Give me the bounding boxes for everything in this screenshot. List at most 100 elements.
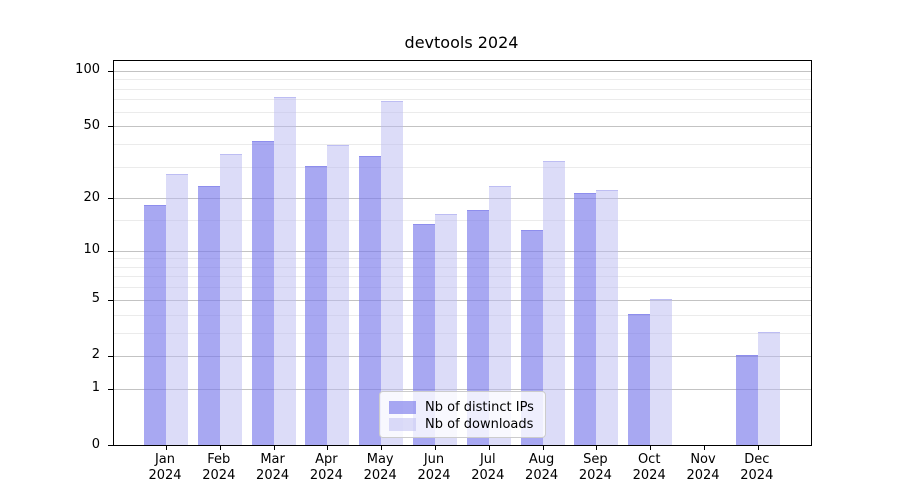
x-tick-label-line: 2024 <box>471 468 505 483</box>
bar-nb-of-distinct-ips-oct <box>628 313 651 445</box>
y-tick-label: 10 <box>83 242 100 258</box>
x-tick-label-line: 2024 <box>632 468 666 483</box>
x-tick-label-line: 2024 <box>525 468 559 483</box>
y-tick-mark <box>108 355 113 357</box>
bar-nb-of-distinct-ips-jan <box>144 205 166 445</box>
legend-label-downloads: Nb of downloads <box>425 417 534 432</box>
x-tick-label-line: 2024 <box>686 468 720 483</box>
gridline-major <box>114 198 811 200</box>
x-tick-label: Aug 2024 <box>510 452 574 484</box>
x-tick-mark <box>650 446 652 450</box>
y-tick-label: 100 <box>75 62 100 78</box>
x-tick-label: Dec 2024 <box>725 452 789 484</box>
y-tick-mark <box>108 250 113 252</box>
gridline-major <box>114 70 811 72</box>
gridline-minor <box>114 79 811 81</box>
legend-swatch-distinct-ips <box>389 401 416 414</box>
bar-nb-of-distinct-ips-sep <box>574 193 597 445</box>
x-tick-mark <box>488 446 490 450</box>
y-tick-label: 20 <box>83 189 100 205</box>
gridline-minor <box>114 143 811 145</box>
chart-title: devtools 2024 <box>404 33 519 52</box>
bar-nb-of-downloads-apr <box>327 144 350 445</box>
x-tick-label-line: Jun <box>423 452 445 467</box>
x-tick-mark <box>327 446 329 450</box>
y-tick-mark <box>108 445 113 446</box>
x-tick-label-line: Oct <box>637 452 661 467</box>
bar-nb-of-downloads-dec <box>757 331 780 445</box>
bar-nb-of-downloads-feb <box>219 153 242 445</box>
x-tick-label-line: 2024 <box>578 468 612 483</box>
x-tick-mark <box>166 446 167 450</box>
x-tick-label-line: 2024 <box>309 468 343 483</box>
bar-nb-of-distinct-ips-jun <box>413 224 435 445</box>
bar-nb-of-distinct-ips-feb <box>197 186 220 445</box>
y-tick-mark <box>108 388 113 390</box>
legend: Nb of distinct IPs Nb of downloads <box>379 391 546 438</box>
x-tick-mark <box>435 446 436 450</box>
bar-nb-of-downloads-oct <box>650 298 673 445</box>
x-tick-label-line: Apr <box>315 452 338 467</box>
x-tick-label-line: 2024 <box>740 468 774 483</box>
y-tick-mark <box>108 70 113 72</box>
bar-nb-of-downloads-may <box>381 100 404 445</box>
gridline-minor <box>114 220 811 222</box>
x-tick-label: Sep 2024 <box>563 452 627 484</box>
gridline-minor <box>114 258 811 260</box>
x-tick-label-line: Dec <box>744 452 770 467</box>
bar-nb-of-downloads-jul <box>488 186 511 445</box>
y-tick-mark <box>108 299 113 301</box>
gridline-minor <box>114 287 811 289</box>
x-tick-label: Apr 2024 <box>294 452 358 484</box>
x-tick-mark <box>704 446 705 450</box>
gridline-major <box>114 299 811 301</box>
legend-item-distinct-ips: Nb of distinct IPs <box>389 399 537 416</box>
x-tick-label: Jul 2024 <box>456 452 520 484</box>
y-tick-mark <box>108 126 113 128</box>
gridline-minor <box>114 99 811 101</box>
x-tick-label: Feb 2024 <box>187 452 251 484</box>
x-tick-label: Nov 2024 <box>671 452 735 484</box>
gridline-minor <box>114 276 811 278</box>
gridline-minor <box>114 314 811 316</box>
gridline-major <box>114 250 811 252</box>
gridline-minor <box>114 332 811 334</box>
bar-nb-of-distinct-ips-mar <box>251 141 274 445</box>
gridline-minor <box>114 88 811 90</box>
bar-nb-of-downloads-mar <box>273 97 296 445</box>
x-tick-label-line: May <box>366 452 394 467</box>
x-tick-label-line: 2024 <box>363 468 397 483</box>
x-tick-label-line: Jul <box>479 452 496 467</box>
x-tick-label-line: Jan <box>154 452 176 467</box>
y-tick-label: 0 <box>91 436 100 452</box>
x-tick-mark <box>273 446 275 450</box>
gridline-minor <box>114 266 811 268</box>
x-tick-mark <box>596 446 598 450</box>
x-tick-label: Jun 2024 <box>402 452 466 484</box>
gridline-minor <box>114 166 811 168</box>
bar-nb-of-downloads-jun <box>435 214 457 445</box>
bar-nb-of-distinct-ips-may <box>359 155 382 445</box>
legend-label-distinct-ips: Nb of distinct IPs <box>425 400 534 415</box>
x-tick-label: May 2024 <box>348 452 412 484</box>
x-tick-label-line: Sep <box>583 452 608 467</box>
x-tick-mark <box>219 446 221 450</box>
x-tick-label-line: Feb <box>207 452 231 467</box>
bar-nb-of-distinct-ips-jul <box>466 209 489 445</box>
x-tick-mark <box>542 446 544 450</box>
bar-nb-of-distinct-ips-apr <box>305 165 328 445</box>
gridline-major <box>114 388 811 390</box>
legend-item-downloads: Nb of downloads <box>389 416 537 433</box>
x-tick-label: Oct 2024 <box>617 452 681 484</box>
x-tick-label-line: 2024 <box>417 468 451 483</box>
bar-nb-of-downloads-aug <box>542 160 565 445</box>
legend-swatch-downloads <box>389 418 416 431</box>
x-tick-label-line: 2024 <box>148 468 182 483</box>
gridline-major <box>114 126 811 128</box>
y-tick-mark <box>108 198 113 200</box>
x-tick-mark <box>381 446 383 450</box>
x-tick-label-line: 2024 <box>256 468 290 483</box>
gridline-minor <box>114 111 811 113</box>
x-tick-label: Jan 2024 <box>133 452 197 484</box>
